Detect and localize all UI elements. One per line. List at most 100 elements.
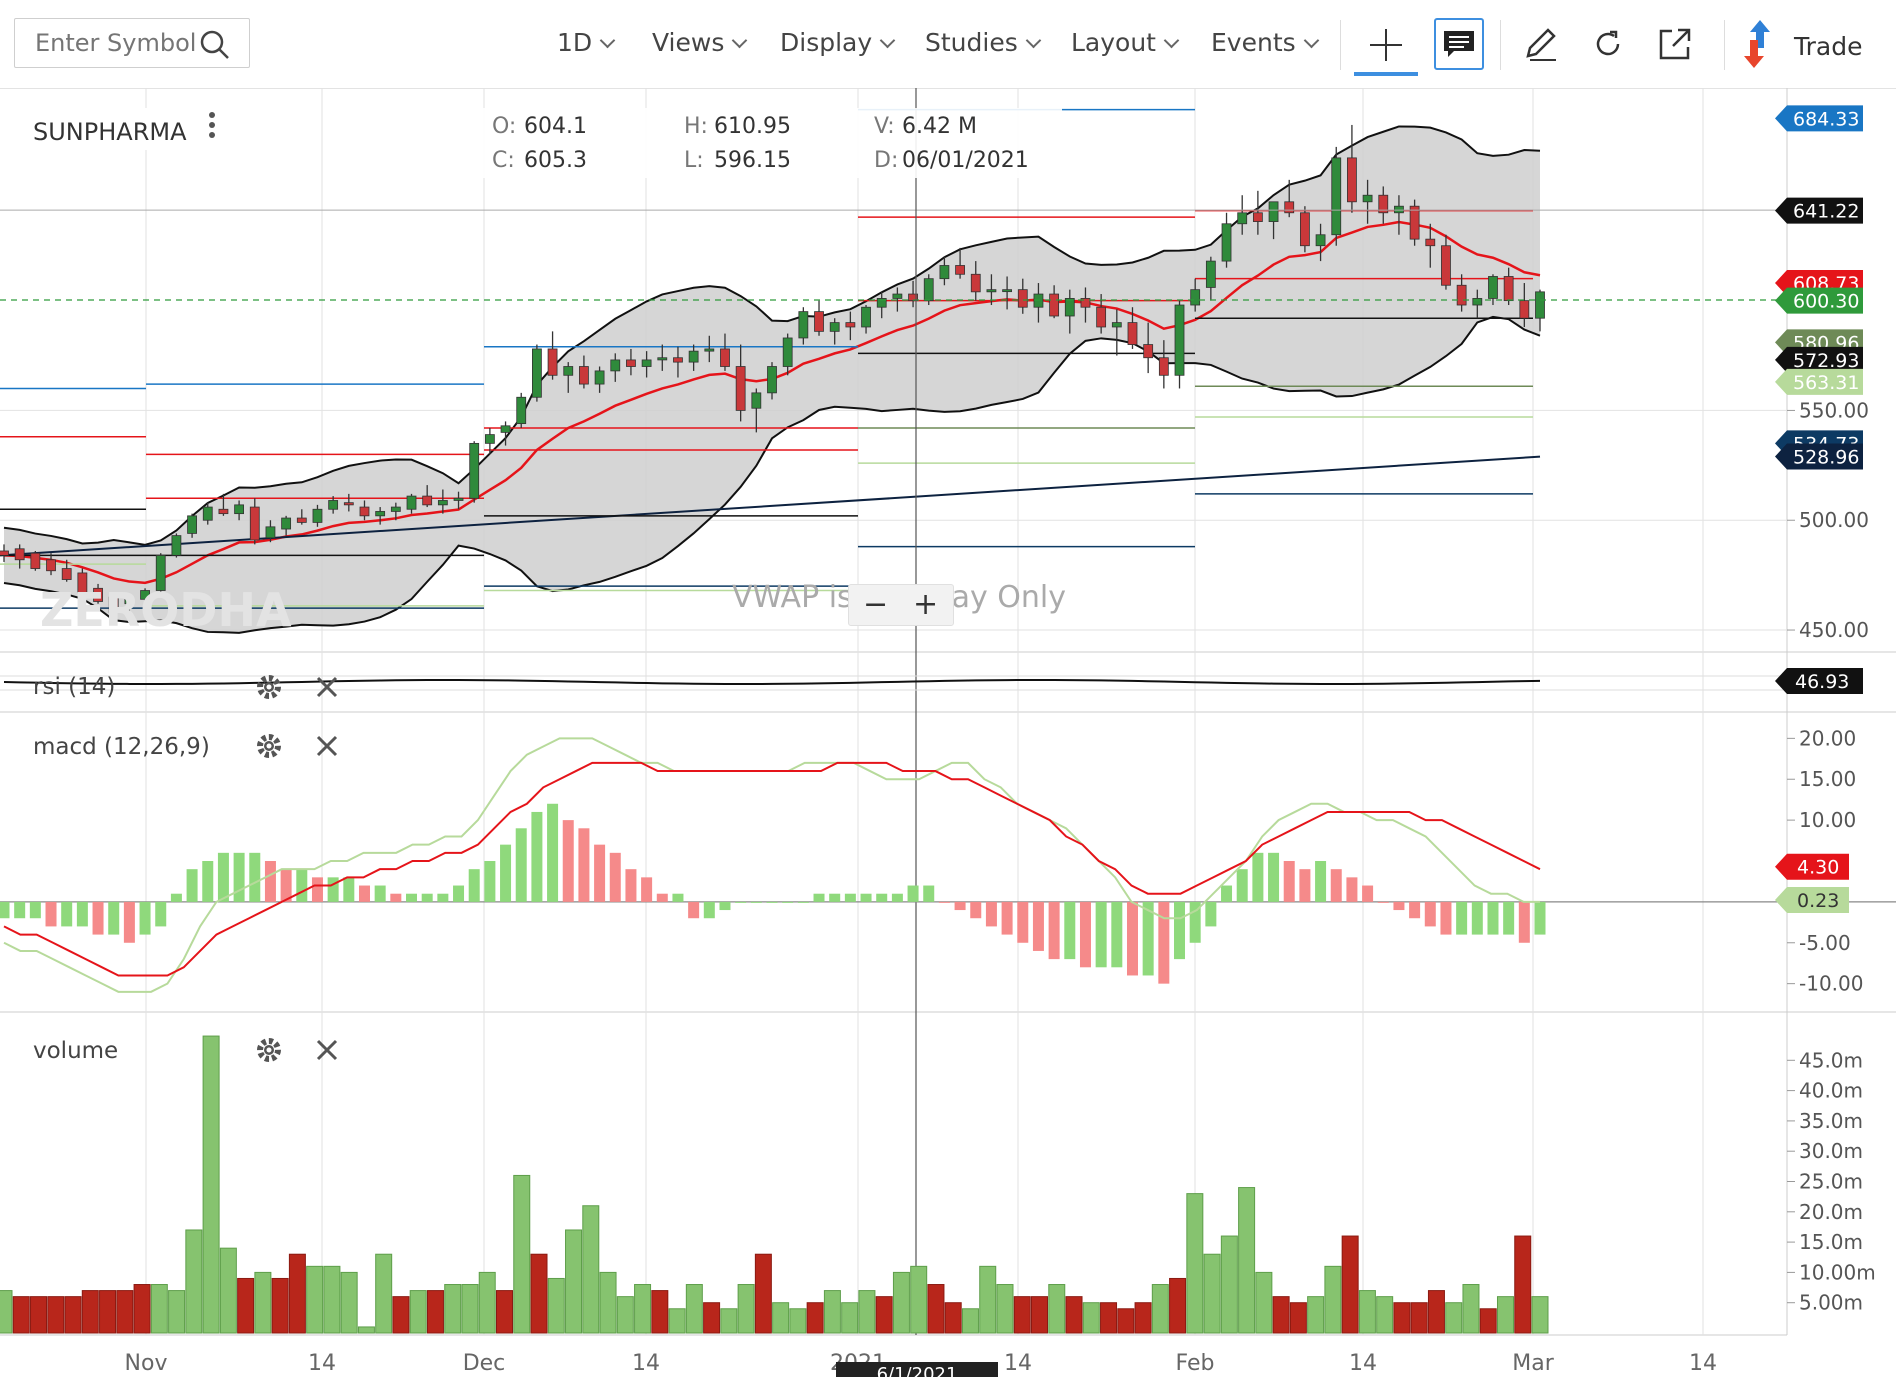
candle-body — [892, 293, 903, 299]
price-tag: 572.93 — [1775, 346, 1863, 373]
candle-body — [312, 508, 323, 523]
menu-events[interactable]: Events — [1211, 28, 1319, 57]
x-tick-label: Nov — [125, 1351, 168, 1376]
macd-histogram-bar — [938, 901, 950, 903]
candle-body — [1221, 223, 1232, 262]
chart-canvas[interactable]: Nov14Dec14202114Feb14Mar14550.00500.0045… — [0, 88, 1896, 1377]
chevron-down-icon — [879, 32, 896, 49]
candle-body — [155, 554, 166, 591]
macd-histogram-bar — [453, 885, 465, 902]
macd-histogram-bar — [625, 869, 637, 902]
volume-bar — [582, 1205, 600, 1334]
volume-bar — [530, 1253, 548, 1334]
candle — [1441, 234, 1451, 290]
candle-body — [0, 550, 9, 556]
zoom-control: − + — [848, 584, 954, 626]
volume-settings-gear-icon[interactable] — [254, 1035, 284, 1065]
volume-bar — [875, 1296, 893, 1334]
candle-body — [1519, 300, 1530, 319]
candle — [1033, 283, 1044, 323]
macd-histogram-bar — [1299, 869, 1311, 902]
macd-signal-line — [3, 761, 1541, 977]
volume-bar — [789, 1308, 807, 1334]
draw-button[interactable] — [1515, 18, 1565, 70]
candle — [814, 300, 824, 336]
menu-views-label: Views — [652, 28, 725, 57]
candle-body — [782, 337, 793, 367]
candle-body — [1409, 205, 1420, 240]
candle-body — [1049, 293, 1060, 317]
zoom-in-button[interactable]: + — [913, 587, 939, 622]
candle-body — [1315, 234, 1326, 247]
volume-bar — [288, 1253, 306, 1334]
volume-bar — [513, 1174, 531, 1334]
macd-histogram-bar — [1189, 901, 1201, 943]
macd-close-icon[interactable] — [316, 735, 338, 757]
menu-interval[interactable]: 1D — [557, 28, 616, 57]
candle — [406, 493, 417, 514]
menu-display[interactable]: Display — [780, 28, 896, 57]
candle-body — [1158, 357, 1169, 376]
candle — [1080, 287, 1091, 323]
rsi-tag-text: 46.93 — [1795, 671, 1849, 693]
macd-histogram-bar — [421, 893, 433, 902]
zoom-out-button[interactable]: − — [863, 587, 889, 622]
price-tag: 563.31 — [1775, 368, 1863, 395]
volume-bar — [1220, 1235, 1238, 1334]
macd-histogram-bar — [782, 901, 794, 903]
candle — [1425, 223, 1436, 268]
volume-bar — [737, 1284, 755, 1334]
popout-button[interactable] — [1650, 18, 1700, 70]
macd-histogram-bar — [735, 901, 747, 903]
candle-body — [218, 508, 229, 515]
volume-bar — [1514, 1235, 1532, 1334]
candle — [1315, 223, 1326, 262]
candle-body — [704, 348, 715, 352]
rsi-close-icon[interactable] — [316, 676, 338, 698]
candle-body — [1252, 212, 1263, 222]
menu-interval-label: 1D — [557, 28, 593, 57]
candle-body — [453, 497, 464, 501]
candle — [234, 500, 245, 521]
volume-value: 6.42 M — [902, 114, 977, 139]
candle — [1174, 300, 1185, 389]
menu-layout[interactable]: Layout — [1071, 28, 1180, 57]
candle-body — [375, 511, 386, 517]
volume-bar — [168, 1290, 186, 1334]
macd-histogram-bar — [656, 893, 668, 902]
menu-studies[interactable]: Studies — [925, 28, 1042, 57]
rsi-settings-gear-icon[interactable] — [254, 672, 284, 702]
volume-bar — [357, 1326, 375, 1334]
candle-body — [171, 535, 182, 556]
candle — [296, 509, 307, 525]
macd-histogram-bar — [750, 901, 762, 903]
macd-histogram-bar — [264, 861, 276, 902]
symbol-menu-button[interactable] — [208, 112, 216, 142]
macd-histogram-bar — [766, 901, 778, 903]
symbol-search-input[interactable] — [15, 19, 205, 67]
comments-button[interactable] — [1434, 18, 1484, 70]
macd-histogram-bar — [170, 893, 182, 902]
high-value: 610.95 — [714, 114, 791, 139]
volume-study-label: volume — [33, 1038, 119, 1064]
volume-bar — [1324, 1265, 1342, 1334]
macd-settings-gear-icon[interactable] — [254, 731, 284, 761]
macd-histogram-bar — [891, 893, 903, 902]
crosshair-button[interactable] — [1354, 18, 1418, 76]
menu-views[interactable]: Views — [652, 28, 748, 57]
search-icon[interactable] — [199, 29, 231, 61]
candle-body — [688, 350, 699, 363]
macd-histogram-bar — [844, 893, 856, 902]
macd-histogram-bar — [468, 869, 480, 902]
reset-button[interactable] — [1583, 18, 1633, 70]
candle — [469, 441, 480, 503]
candle — [77, 568, 88, 595]
volume-close-icon[interactable] — [316, 1039, 338, 1061]
candle-body — [955, 265, 965, 275]
comment-icon — [1444, 31, 1474, 57]
volume-bar — [150, 1284, 168, 1334]
candle — [1378, 186, 1389, 224]
trade-button[interactable]: Trade — [1740, 18, 1890, 70]
macd-histogram-bar — [202, 861, 214, 902]
symbol-search[interactable] — [14, 18, 250, 68]
